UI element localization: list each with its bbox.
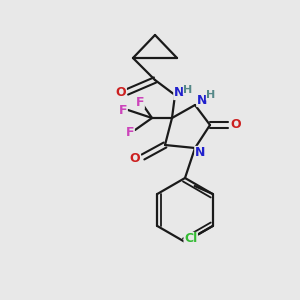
Text: H: H (206, 90, 216, 100)
Text: F: F (136, 95, 144, 109)
Text: N: N (174, 86, 184, 100)
Text: O: O (116, 85, 126, 98)
Text: O: O (231, 118, 241, 131)
Text: N: N (197, 94, 207, 106)
Text: H: H (183, 85, 193, 95)
Text: Cl: Cl (184, 232, 197, 245)
Text: N: N (195, 146, 205, 160)
Text: F: F (119, 103, 127, 116)
Text: O: O (130, 152, 140, 166)
Text: F: F (126, 125, 134, 139)
